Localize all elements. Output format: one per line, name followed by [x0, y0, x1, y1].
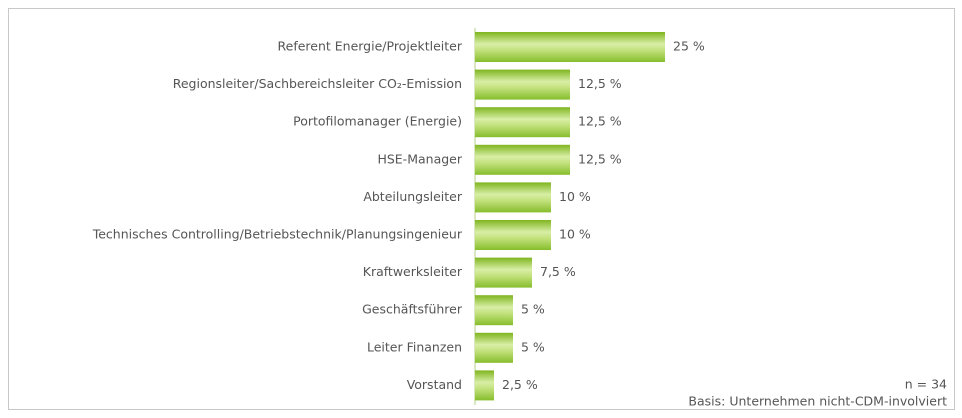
bar	[475, 107, 570, 138]
annotation: Basis: Unternehmen nicht-CDM-involviert	[688, 394, 947, 409]
bar	[475, 144, 570, 175]
category-label: Abteilungsleiter	[363, 189, 463, 204]
value-label: 10 %	[559, 227, 591, 242]
bar	[475, 182, 551, 213]
category-label: HSE-Manager	[377, 151, 462, 166]
bar	[475, 370, 494, 401]
bar	[475, 295, 513, 326]
bar	[475, 332, 513, 363]
category-label: Referent Energie/Projektleiter	[278, 39, 463, 54]
bar	[475, 220, 551, 250]
category-label: Vorstand	[407, 377, 462, 392]
value-label: 10 %	[559, 189, 591, 204]
bar	[475, 69, 570, 100]
category-label: Kraftwerksleiter	[363, 264, 463, 279]
value-label: 12,5 %	[578, 114, 622, 129]
value-label: 5 %	[521, 302, 545, 317]
bar	[475, 257, 532, 288]
category-label: Leiter Finanzen	[367, 339, 462, 354]
value-label: 12,5 %	[578, 151, 622, 166]
category-label: Regionsleiter/Sachbereichsleiter CO₂-Emi…	[173, 76, 462, 91]
value-label: 12,5 %	[578, 76, 622, 91]
value-label: 2,5 %	[502, 377, 538, 392]
category-label: Geschäftsführer	[362, 302, 463, 317]
category-label: Portofilomanager (Energie)	[293, 114, 462, 129]
category-label: Technisches Controlling/Betriebstechnik/…	[92, 227, 463, 242]
bar	[475, 32, 665, 62]
value-label: 5 %	[521, 339, 545, 354]
annotation: n = 34	[905, 377, 947, 392]
value-label: 7,5 %	[540, 264, 576, 279]
value-label: 25 %	[673, 39, 705, 54]
